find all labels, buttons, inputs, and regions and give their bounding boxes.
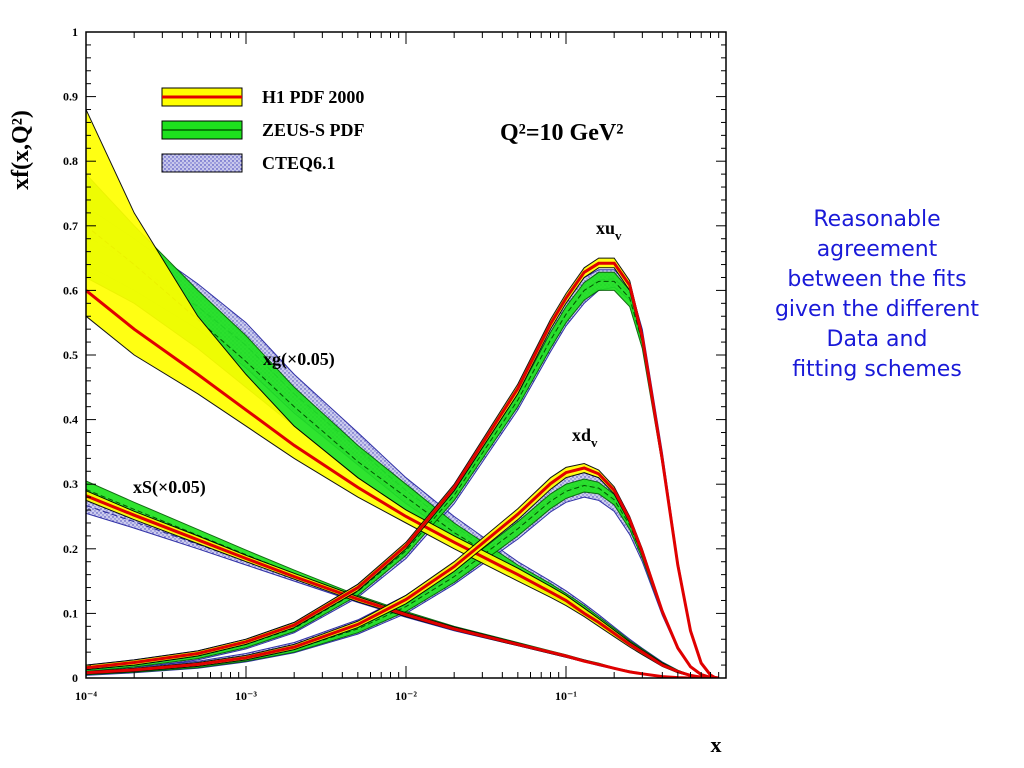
legend-entry-cteq: CTEQ6.1 [161, 153, 336, 173]
label-xdv-sub: v [591, 435, 598, 450]
y-tick-label: 0.3 [63, 477, 78, 491]
band-h1-xd-v [86, 462, 719, 678]
y-axis: 0 0.1 0.2 0.3 0.4 0.5 0.6 0.7 0.8 0.9 1 [63, 25, 726, 685]
band-zeus-xd-v [86, 478, 719, 678]
y-tick-label: 0.2 [63, 542, 78, 556]
y-tick-label: 1 [72, 25, 78, 39]
y-tick-label: 0.6 [63, 283, 78, 297]
x-tick-label: 10⁻⁴ [75, 689, 97, 703]
legend-entry-h1: H1 PDF 2000 [161, 87, 364, 107]
label-xuv: xuv [596, 218, 622, 243]
legend-label-h1: H1 PDF 2000 [262, 87, 364, 107]
central-h1-xd-v [86, 466, 719, 678]
legend-label-cteq: CTEQ6.1 [262, 153, 336, 173]
caption-line-1: Reasonable [813, 207, 941, 232]
x-tick-label: 10⁻¹ [555, 689, 577, 703]
label-xuv-sub: v [615, 228, 622, 243]
y-tick-label: 0.1 [63, 606, 78, 620]
caption-line-3: between the fits [787, 267, 967, 292]
caption-line-2: agreement [816, 237, 938, 262]
legend-label-zeus: ZEUS-S PDF [262, 120, 365, 140]
central-h1-xg-0-05- [86, 289, 719, 678]
y-tick-label: 0.4 [63, 413, 78, 427]
y-tick-label: 0.5 [63, 348, 78, 362]
scale-annotation: Q²=10 GeV² [500, 120, 623, 146]
y-tick-label: 0.7 [63, 219, 78, 233]
bands-layer [86, 109, 719, 678]
y-tick-label: 0.8 [63, 154, 78, 168]
caption-line-6: fitting schemes [792, 357, 962, 382]
legend-swatch-cteq [161, 153, 243, 173]
label-xs: xS(×0.05) [133, 477, 206, 498]
y-tick-label: 0 [72, 671, 78, 685]
label-xdv-main: xd [572, 425, 591, 445]
legend-entry-zeus: ZEUS-S PDF [161, 120, 365, 140]
central-h1-xs-0-05- [86, 494, 719, 678]
label-xg: xg(×0.05) [263, 349, 335, 370]
central-h1-xu-v [86, 261, 719, 678]
band-h1-xs-0-05- [86, 490, 719, 678]
x-tick-label: 10⁻² [395, 689, 417, 703]
y-tick-label: 0.9 [63, 90, 78, 104]
x-axis: 10⁻⁴ 10⁻³ 10⁻² 10⁻¹ [75, 32, 720, 703]
label-xdv: xdv [572, 425, 598, 450]
caption: Reasonable agreement between the fits gi… [742, 205, 1012, 385]
legend: H1 PDF 2000 ZEUS-S PDF CTEQ6.1 [161, 87, 365, 173]
label-xuv-main: xu [596, 218, 615, 238]
band-h1-xg-0-05- [86, 109, 719, 678]
caption-line-4: given the different [774, 297, 980, 322]
x-tick-label: 10⁻³ [235, 689, 257, 703]
x-axis-label: x [711, 732, 722, 757]
y-axis-label: xf(x,Q²) [8, 110, 34, 190]
caption-line-5: Data and [826, 327, 928, 352]
